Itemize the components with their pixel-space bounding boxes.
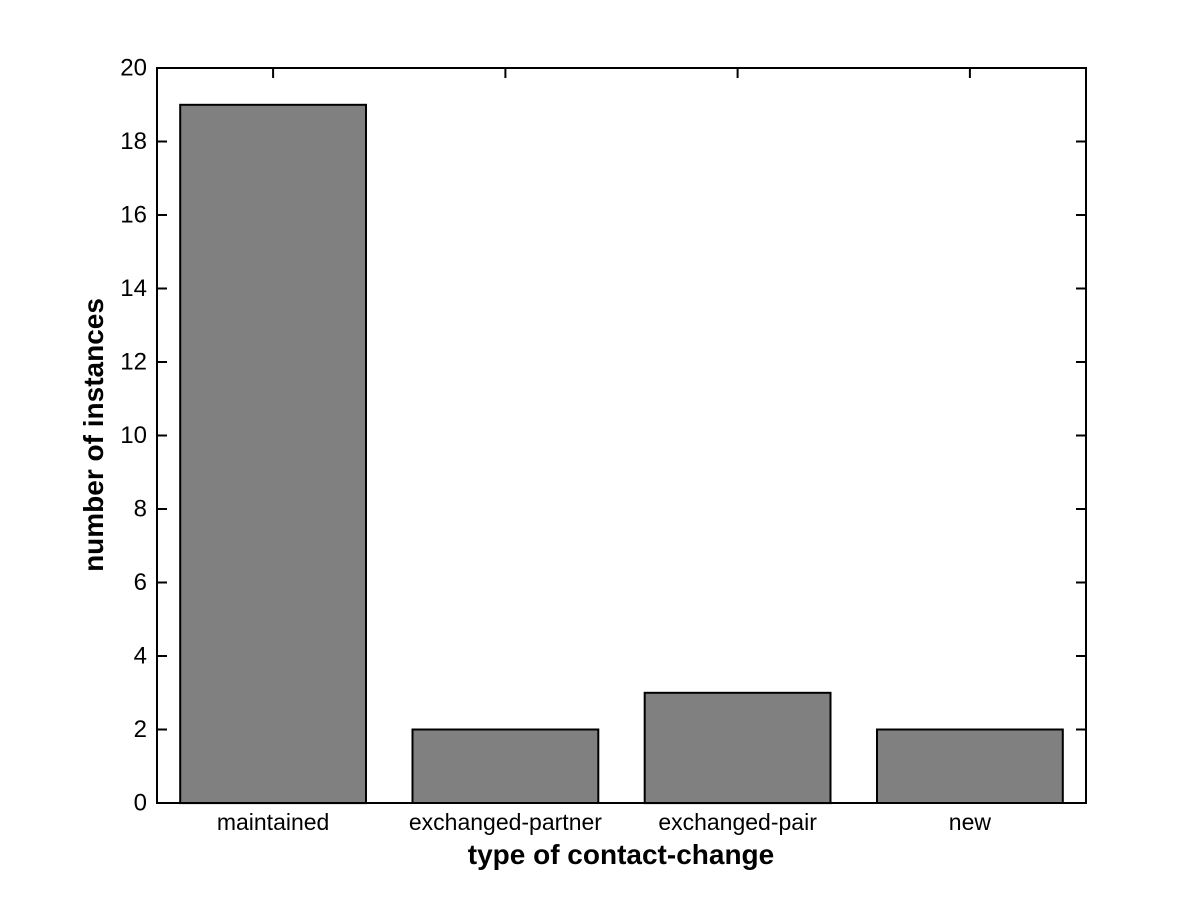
y-tick-labels: 0 2 4 6 8 10 12 14 16 18 20 [120,55,147,817]
bar-new [876,728,1064,804]
x-tick-label: maintained [217,809,330,835]
bars-group [179,103,1064,805]
x-tick-label: new [949,809,992,835]
y-tick-label: 8 [134,496,147,523]
y-tick-label: 18 [120,128,147,155]
x-axis-label: type of contact-change [468,839,774,870]
x-tick-labels: maintained exchanged-partner exchanged-pai… [217,809,992,835]
x-tick-label: exchanged-partner [409,809,602,835]
y-tick-label: 0 [134,790,147,817]
y-tick-label: 12 [120,349,147,376]
y-tick-label: 2 [134,716,147,743]
y-tick-label: 20 [120,55,147,82]
y-tick-label: 4 [134,643,147,670]
y-tick-label: 10 [120,422,147,449]
bar-exchanged-pair [643,691,832,805]
y-axis-label: number of instances [78,298,109,572]
bar-exchanged-partner [411,728,600,804]
y-tick-label: 16 [120,202,147,229]
bar-maintained [179,103,367,805]
y-tick-label: 6 [134,569,147,596]
ticks-group [157,67,1086,804]
y-tick-label: 14 [120,275,147,302]
x-tick-label: exchanged-pair [658,809,817,835]
